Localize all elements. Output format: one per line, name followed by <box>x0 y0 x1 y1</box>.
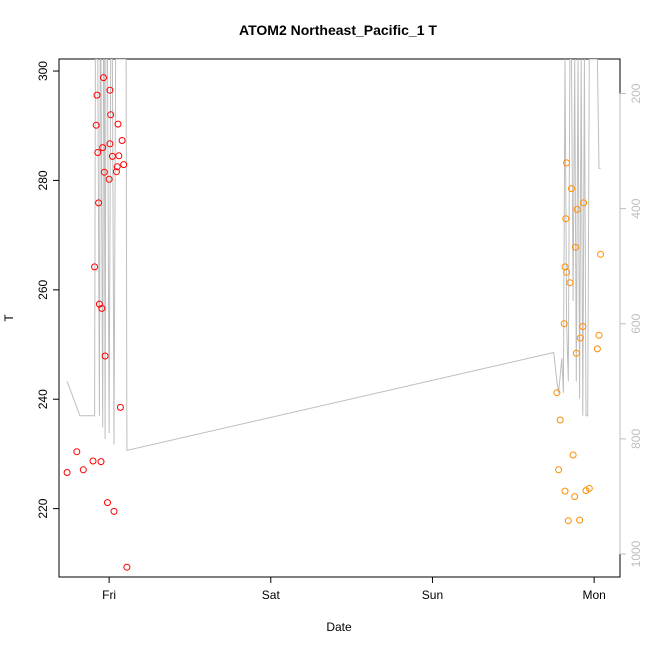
data-point <box>93 91 101 99</box>
data-point <box>105 175 113 183</box>
data-point <box>116 403 124 411</box>
data-point <box>73 448 81 456</box>
data-point <box>573 205 581 213</box>
data-point <box>556 416 564 424</box>
x-tick-label: Sat <box>262 588 281 602</box>
y-tick-label: 220 <box>36 498 50 518</box>
x-tick-label: Mon <box>582 588 605 602</box>
data-point <box>97 458 105 466</box>
y-axis: 220 240 260 280 300 <box>36 61 60 519</box>
x-tick-label: Sun <box>422 588 443 602</box>
y2-tick-label: 600 <box>629 313 643 333</box>
data-point <box>555 466 563 474</box>
y2-tick-label: 1000 <box>629 540 643 567</box>
data-point <box>563 268 571 276</box>
data-point <box>580 199 588 207</box>
data-point <box>79 466 87 474</box>
data-point <box>560 320 568 328</box>
data-point <box>112 168 120 176</box>
data-point <box>94 149 102 156</box>
y2-tick-label: 800 <box>629 429 643 449</box>
data-point <box>104 499 111 507</box>
profile-line-layer <box>66 59 601 452</box>
data-point <box>595 331 603 339</box>
plot-frame <box>58 58 621 578</box>
data-point <box>63 469 71 476</box>
y-tick-label: 300 <box>36 61 50 81</box>
data-point <box>576 516 584 524</box>
y2-axis: 200 400 600 800 1000 <box>619 83 643 567</box>
data-point <box>579 323 587 330</box>
y2-tick-label: 400 <box>629 198 643 218</box>
y2-tick-label: 200 <box>629 83 643 103</box>
y-axis-label: T <box>2 314 16 322</box>
data-point <box>100 74 107 82</box>
data-point <box>99 144 107 152</box>
data-point <box>553 389 561 397</box>
y-tick-label: 240 <box>36 389 50 409</box>
data-point <box>110 507 118 515</box>
data-point <box>114 120 122 128</box>
data-point <box>89 457 97 465</box>
y-tick-label: 280 <box>36 170 50 190</box>
data-point <box>106 86 114 94</box>
data-point <box>106 140 114 148</box>
data-point <box>568 185 575 193</box>
points-layer <box>63 74 605 571</box>
x-tick-label: Fri <box>102 588 116 602</box>
data-point <box>113 163 121 171</box>
data-point <box>562 215 570 223</box>
data-point <box>107 111 115 119</box>
data-point <box>100 168 108 176</box>
data-point <box>597 250 605 258</box>
data-point <box>92 121 100 129</box>
y-tick-label: 260 <box>36 279 50 299</box>
data-point <box>564 517 572 525</box>
data-point <box>576 334 584 342</box>
data-point <box>593 345 601 353</box>
data-point <box>91 263 99 271</box>
data-point <box>123 563 131 571</box>
data-point <box>118 137 126 144</box>
data-point <box>115 152 123 160</box>
data-point <box>566 279 574 287</box>
data-point <box>572 243 579 251</box>
data-point <box>572 349 580 357</box>
data-point <box>561 487 569 495</box>
x-axis-label: Date <box>326 620 352 634</box>
data-point <box>95 199 103 207</box>
data-point <box>101 352 109 360</box>
data-point <box>563 159 571 167</box>
x-axis: Fri Sat Sun Mon <box>102 576 606 602</box>
data-point <box>98 304 106 312</box>
data-point <box>571 493 579 501</box>
depth-profile-line <box>66 59 601 452</box>
chart-title: ATOM2 Northeast_Pacific_1 T <box>239 22 437 38</box>
data-point <box>569 451 577 459</box>
data-point <box>585 484 593 492</box>
data-point <box>120 161 128 169</box>
